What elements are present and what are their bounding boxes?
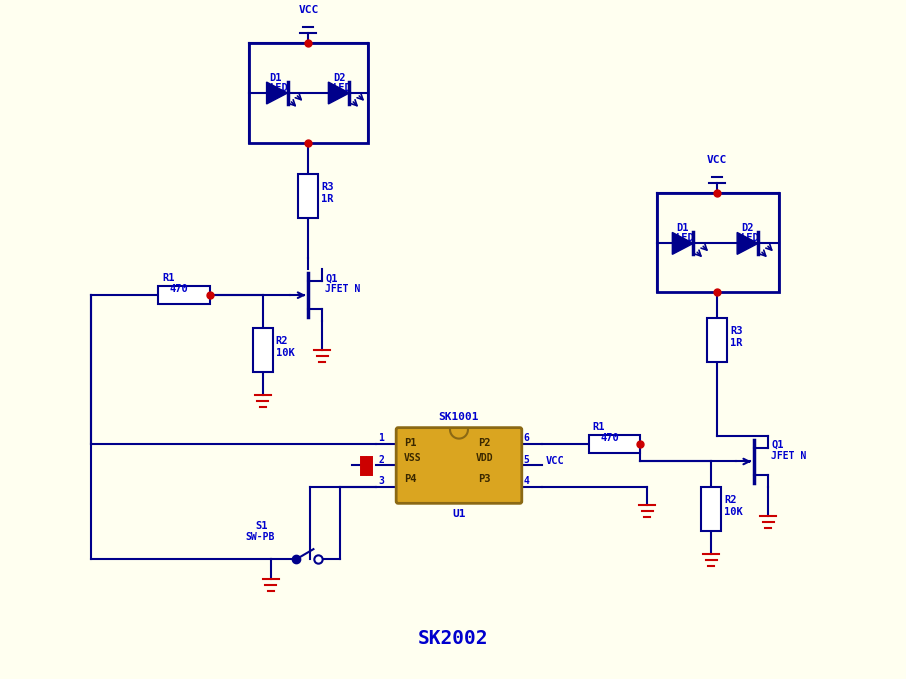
Polygon shape [737, 232, 758, 255]
Text: R3: R3 [322, 182, 334, 191]
Text: R1: R1 [593, 422, 605, 432]
Text: JFET N: JFET N [771, 451, 806, 460]
Polygon shape [266, 82, 287, 104]
Text: JFET N: JFET N [325, 285, 361, 294]
Bar [658, 193, 779, 292]
Text: D1: D1 [676, 223, 689, 234]
Text: LED: LED [270, 83, 288, 93]
Text: 4: 4 [524, 477, 530, 486]
Text: VCC: VCC [545, 456, 564, 466]
Bar [708, 318, 728, 362]
Text: Q1: Q1 [771, 439, 784, 449]
Bar [701, 488, 721, 531]
Text: 470: 470 [169, 285, 188, 294]
Text: R2: R2 [724, 496, 737, 505]
Text: Q1: Q1 [325, 273, 338, 283]
Text: D2: D2 [333, 73, 346, 83]
Bar [298, 174, 318, 217]
Text: VDD: VDD [476, 452, 494, 462]
Bar [248, 43, 368, 143]
Text: P3: P3 [478, 475, 490, 484]
Text: SK2002: SK2002 [418, 629, 488, 648]
Text: 1R: 1R [322, 194, 334, 204]
Bar [589, 435, 641, 452]
FancyBboxPatch shape [396, 428, 522, 503]
Text: D1: D1 [270, 73, 282, 83]
Text: VCC: VCC [298, 5, 319, 16]
Text: P1: P1 [404, 437, 417, 447]
Text: P2: P2 [478, 437, 490, 447]
Text: LED: LED [333, 83, 352, 93]
Text: 6: 6 [524, 433, 530, 443]
Text: 1R: 1R [730, 338, 743, 348]
Bar [158, 287, 210, 304]
Text: R3: R3 [730, 326, 743, 336]
Text: 5: 5 [524, 454, 530, 464]
Text: SW-PB: SW-PB [246, 532, 275, 543]
Text: 1: 1 [378, 433, 384, 443]
Text: 2: 2 [378, 454, 384, 464]
Text: SK1001: SK1001 [439, 411, 479, 422]
Text: S1: S1 [255, 521, 268, 531]
Text: U1: U1 [452, 509, 466, 519]
Text: 470: 470 [601, 433, 620, 443]
Text: R1: R1 [162, 273, 174, 283]
Text: VCC: VCC [707, 155, 728, 165]
Text: 10K: 10K [724, 507, 743, 517]
Text: R2: R2 [275, 336, 288, 346]
Bar [253, 328, 273, 372]
Text: P4: P4 [404, 475, 417, 484]
Text: 10K: 10K [275, 348, 294, 358]
Text: 3: 3 [378, 477, 384, 486]
Polygon shape [672, 232, 693, 255]
Text: LED: LED [741, 234, 760, 244]
Text: LED: LED [676, 234, 695, 244]
Text: D2: D2 [741, 223, 754, 234]
Polygon shape [328, 82, 350, 104]
Text: VSS: VSS [404, 452, 422, 462]
